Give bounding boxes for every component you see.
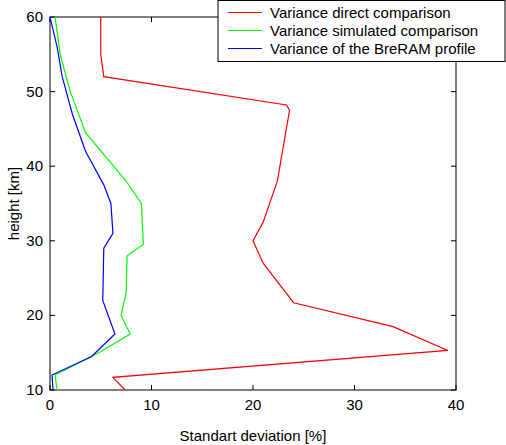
legend-swatch (228, 30, 262, 31)
x-tick (456, 385, 457, 390)
y-tick-label: 50 (26, 83, 43, 100)
y-tick (50, 17, 55, 18)
y-tick-label: 10 (26, 381, 43, 398)
x-tick-label: 10 (143, 396, 160, 413)
legend-label: Variance direct comparison (270, 4, 451, 21)
x-tick (354, 385, 355, 390)
y-tick (451, 166, 456, 167)
x-tick-label: 30 (346, 396, 363, 413)
x-tick (151, 17, 152, 22)
y-tick (451, 240, 456, 241)
legend-label: Variance of the BreRAM profile (270, 40, 476, 57)
y-tick (50, 240, 55, 241)
legend: Variance direct comparisonVariance simul… (218, 1, 505, 62)
x-tick-label: 20 (245, 396, 262, 413)
y-axis-label: height [km] (5, 167, 22, 240)
plot-lines (50, 17, 448, 390)
y-tick (451, 390, 456, 391)
y-tick (50, 91, 55, 92)
x-tick-label: 40 (448, 396, 465, 413)
y-tick-label: 40 (26, 157, 43, 174)
y-tick (451, 91, 456, 92)
y-tick-label: 20 (26, 306, 43, 323)
y-tick-label: 30 (26, 232, 43, 249)
y-tick (451, 315, 456, 316)
y-tick (50, 166, 55, 167)
series-line (55, 17, 143, 390)
plot-frame (50, 17, 456, 390)
legend-box (218, 1, 505, 62)
y-tick (50, 315, 55, 316)
chart: 010203040102030405060Standart deviation … (0, 0, 506, 445)
legend-label: Variance simulated comparison (270, 22, 478, 39)
y-tick-label: 60 (26, 8, 43, 25)
legend-swatch (228, 12, 262, 13)
x-tick-label: 0 (46, 396, 54, 413)
x-tick (253, 385, 254, 390)
legend-swatch (228, 48, 262, 49)
series-line (50, 17, 115, 390)
x-tick (50, 385, 51, 390)
x-tick (151, 385, 152, 390)
x-axis-label: Standart deviation [%] (180, 427, 327, 444)
series-line (101, 17, 448, 390)
